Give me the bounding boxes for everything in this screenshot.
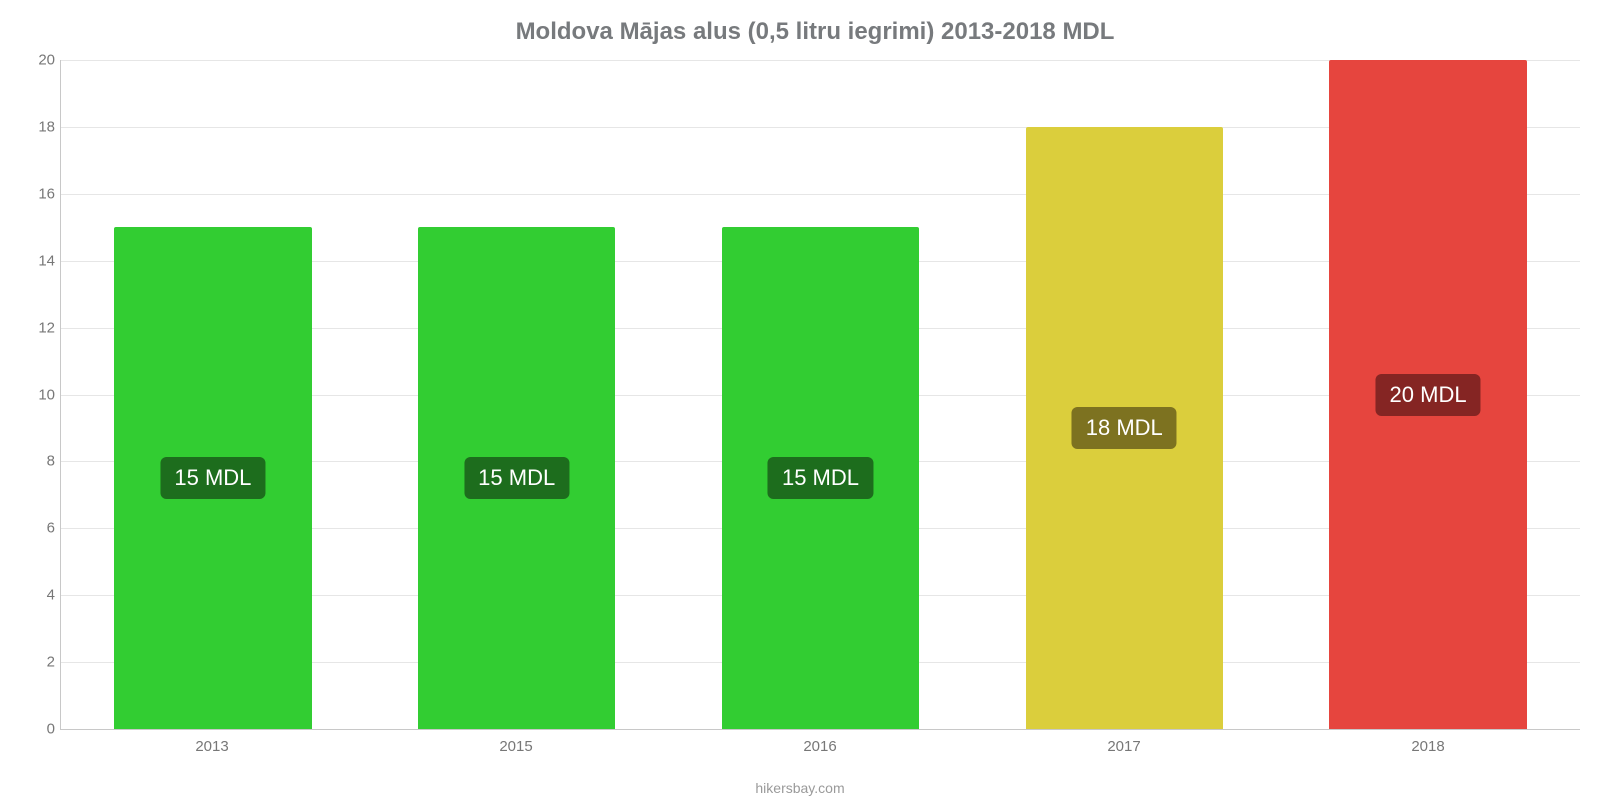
bar-value-label: 15 MDL — [464, 457, 569, 499]
x-axis-labels: 20132015201620172018 — [60, 738, 1580, 755]
y-tick-label: 4 — [21, 587, 55, 604]
bar-slot: 15 MDL — [669, 60, 973, 729]
bar: 15 MDL — [418, 227, 615, 729]
bar: 15 MDL — [114, 227, 311, 729]
bar-slot: 15 MDL — [365, 60, 669, 729]
y-tick-label: 2 — [21, 654, 55, 671]
bar-slot: 15 MDL — [61, 60, 365, 729]
watermark: hikersbay.com — [0, 780, 1600, 796]
chart-container: Moldova Mājas alus (0,5 litru iegrimi) 2… — [0, 0, 1600, 800]
x-tick-label: 2017 — [972, 738, 1276, 755]
bar: 18 MDL — [1026, 127, 1223, 729]
y-tick-label: 0 — [21, 721, 55, 738]
plot-area: 02468101214161820 15 MDL15 MDL15 MDL18 M… — [60, 60, 1580, 730]
bar-slot: 18 MDL — [972, 60, 1276, 729]
bar: 15 MDL — [722, 227, 919, 729]
bar-value-label: 15 MDL — [768, 457, 873, 499]
x-tick-label: 2015 — [364, 738, 668, 755]
bar-slot: 20 MDL — [1276, 60, 1580, 729]
y-tick-label: 6 — [21, 520, 55, 537]
bar-value-label: 15 MDL — [160, 457, 265, 499]
x-tick-label: 2016 — [668, 738, 972, 755]
x-tick-label: 2013 — [60, 738, 364, 755]
y-tick-label: 20 — [21, 52, 55, 69]
y-tick-label: 10 — [21, 386, 55, 403]
y-tick-label: 12 — [21, 319, 55, 336]
y-tick-label: 16 — [21, 185, 55, 202]
y-tick-label: 14 — [21, 252, 55, 269]
chart-title: Moldova Mājas alus (0,5 litru iegrimi) 2… — [50, 18, 1580, 46]
bar: 20 MDL — [1329, 60, 1526, 729]
bars-group: 15 MDL 15 MDL 15 MDL 18 MDL 20 MDL — [61, 60, 1580, 729]
y-tick-label: 8 — [21, 453, 55, 470]
bar-value-label: 18 MDL — [1072, 407, 1177, 449]
y-tick-label: 18 — [21, 118, 55, 135]
x-tick-label: 2018 — [1276, 738, 1580, 755]
bar-value-label: 20 MDL — [1376, 374, 1481, 416]
